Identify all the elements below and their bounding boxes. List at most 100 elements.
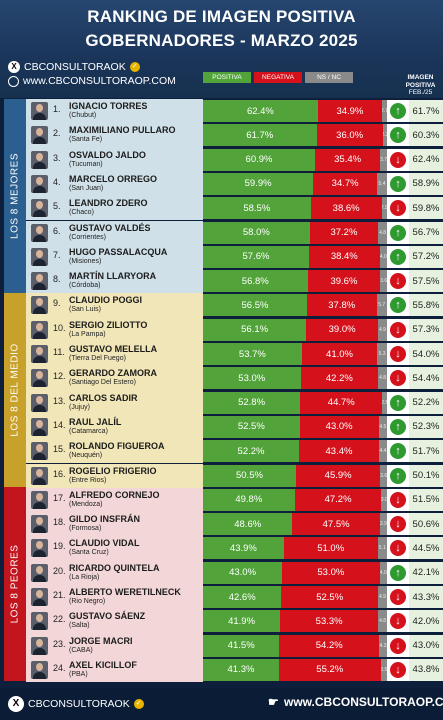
bar-negative-segment: 38.4% bbox=[308, 245, 380, 268]
bar-positive-segment: 43.9% bbox=[203, 537, 284, 560]
arrow-down-icon: ↓ bbox=[390, 637, 406, 654]
x-logo-icon: X bbox=[8, 61, 20, 73]
previous-positive-value: 43.3% bbox=[409, 586, 443, 608]
province-name: (Misiones) bbox=[69, 257, 102, 265]
trend-indicator: ↑ bbox=[387, 245, 409, 268]
table-row: 4. MARCELO ORREGO (San Juan) 59.9% 34.7% 5.4 ↑… bbox=[26, 171, 443, 197]
group-label-middle: LOS 8 DEL MEDIO bbox=[4, 293, 26, 487]
arrow-down-icon: ↓ bbox=[390, 661, 406, 678]
bar-ns-segment: 2.7 bbox=[382, 100, 387, 122]
rank-number: 3. bbox=[53, 152, 61, 163]
brand-handle[interactable]: CBCONSULTORAOK bbox=[24, 61, 126, 73]
group-label-worst-text: LOS 8 PEORES bbox=[9, 544, 21, 624]
bar-positive-segment: 50.5% bbox=[203, 464, 296, 487]
bar-positive-segment: 60.9% bbox=[203, 148, 316, 171]
row-name-background bbox=[26, 317, 203, 342]
bar-negative-segment: 47.2% bbox=[294, 488, 382, 511]
governor-name: ALBERTO WERETILNECK bbox=[69, 587, 181, 597]
rank-number: 20. bbox=[53, 565, 66, 576]
bar-positive-segment: 61.7% bbox=[203, 124, 317, 147]
bar-ns-segment: 4.0 bbox=[379, 245, 387, 268]
bar-ns-segment: 5.3 bbox=[377, 343, 387, 365]
previous-positive-value: 54.0% bbox=[409, 343, 443, 365]
governor-avatar bbox=[31, 660, 48, 679]
table-row: 1. IGNACIO TORRES(Chubut) 62.4%34.9%2.7↑61… bbox=[26, 99, 443, 124]
bar-ns-segment: 4.4 bbox=[378, 440, 387, 463]
trend-indicator: ↓ bbox=[387, 197, 409, 220]
bar-positive-segment: 56.8% bbox=[203, 270, 308, 293]
footer-website-group: ☛ www.CBCONSULTORAOP.COM bbox=[268, 695, 443, 709]
governor-avatar bbox=[31, 563, 48, 582]
bar-ns-segment: 4.8 bbox=[378, 367, 387, 390]
table-row: 24. AXEL KICILLOF (PBA) 41.3% 55.2% 3.5 ↓ 43.8% bbox=[26, 657, 443, 683]
rank-number: 1. bbox=[53, 104, 61, 114]
trend-indicator: ↓ bbox=[387, 537, 409, 560]
governor-name: MARCELO ORREGO bbox=[69, 173, 158, 184]
trend-indicator: ↓ bbox=[387, 270, 409, 293]
province-name: (La Pampa) bbox=[69, 330, 106, 338]
province-name: (Santa Cruz) bbox=[69, 549, 109, 557]
previous-positive-value: 61.7% bbox=[409, 100, 443, 122]
table-row: 14. RAUL JALÍL (Catamarca) 52.5% 43.0% 4.5 ↑ 52… bbox=[26, 414, 443, 440]
rank-number: 8. bbox=[53, 274, 61, 285]
stacked-bar: 56.5% 37.8% 5.7 bbox=[203, 294, 387, 317]
previous-positive-value: 50.1% bbox=[409, 464, 443, 487]
stacked-bar: 50.5% 45.9% 3.6 bbox=[203, 464, 387, 487]
footer-handle[interactable]: CBCONSULTORAOK bbox=[28, 698, 130, 710]
bar-ns-segment: 4.8 bbox=[378, 610, 387, 633]
arrow-up-icon: ↑ bbox=[390, 467, 406, 484]
bar-positive-segment: 48.6% bbox=[203, 513, 293, 536]
row-name-background bbox=[26, 171, 203, 197]
bar-positive-segment: 62.4% bbox=[203, 100, 318, 122]
bar-positive-segment: 41.3% bbox=[203, 658, 279, 681]
group-label-best-text: LOS 8 MEJORES bbox=[9, 153, 21, 239]
group-label-worst: LOS 8 PEORES bbox=[4, 487, 26, 681]
previous-positive-value: 43.0% bbox=[409, 634, 443, 657]
bar-negative-segment: 39.6% bbox=[307, 270, 381, 293]
province-name: (Tucuman) bbox=[69, 160, 103, 168]
governor-name: MAXIMILIANO PULLARO bbox=[69, 125, 176, 136]
arrow-up-icon: ↑ bbox=[390, 103, 406, 119]
bar-ns-segment: 4.9 bbox=[377, 318, 387, 341]
previous-positive-value: 58.9% bbox=[409, 172, 443, 195]
row-name-background bbox=[26, 487, 203, 513]
row-name-background bbox=[26, 439, 203, 464]
rank-number: 2. bbox=[53, 128, 61, 139]
row-name-background bbox=[26, 123, 203, 148]
bar-negative-segment: 54.2% bbox=[279, 634, 380, 657]
bar-negative-segment: 51.0% bbox=[283, 537, 378, 560]
trend-indicator: ↑ bbox=[387, 391, 409, 414]
legend-positive: POSITIVA bbox=[203, 72, 251, 83]
trend-indicator: ↓ bbox=[387, 488, 409, 511]
footer-website[interactable]: www.CBCONSULTORAOP.COM bbox=[284, 695, 443, 709]
province-name: (Mendoza) bbox=[69, 500, 103, 508]
rank-number: 22. bbox=[53, 614, 66, 625]
governor-avatar bbox=[31, 515, 48, 534]
previous-positive-value: 62.4% bbox=[409, 148, 443, 171]
governor-name: GUSTAVO VALDÉS bbox=[69, 222, 151, 233]
legend-negative: NEGATIVA bbox=[254, 72, 302, 83]
previous-positive-value: 57.2% bbox=[409, 245, 443, 268]
legend-positive-label: POSITIVA bbox=[212, 74, 242, 81]
bar-negative-segment: 53.3% bbox=[280, 610, 379, 633]
trend-indicator: ↑ bbox=[387, 124, 409, 147]
trend-indicator: ↓ bbox=[387, 658, 409, 681]
province-name: (San Juan) bbox=[69, 184, 104, 192]
province-name: (CABA) bbox=[69, 646, 93, 654]
globe-icon bbox=[8, 75, 19, 87]
governor-avatar bbox=[31, 223, 48, 242]
row-name-background bbox=[26, 244, 203, 270]
bar-negative-segment: 42.2% bbox=[300, 367, 379, 390]
row-name-background bbox=[26, 633, 203, 658]
brand-website[interactable]: www.CBCONSULTORAOP.COM bbox=[23, 75, 176, 87]
bar-negative-segment: 34.7% bbox=[313, 172, 378, 195]
bar-negative-segment: 41.0% bbox=[301, 343, 378, 365]
title-line-2: GOBERNADORES - MARZO 2025 bbox=[85, 31, 358, 50]
row-name-background bbox=[26, 269, 203, 294]
bar-ns-segment: 3.0 bbox=[381, 488, 387, 511]
row-name-background bbox=[26, 196, 203, 221]
stacked-bar: 43.0% 53.0% 4.0 bbox=[203, 561, 387, 584]
row-name-background bbox=[26, 414, 203, 440]
governor-name: CLAUDIO POGGI bbox=[69, 295, 143, 306]
province-name: (Chubut) bbox=[69, 112, 97, 119]
